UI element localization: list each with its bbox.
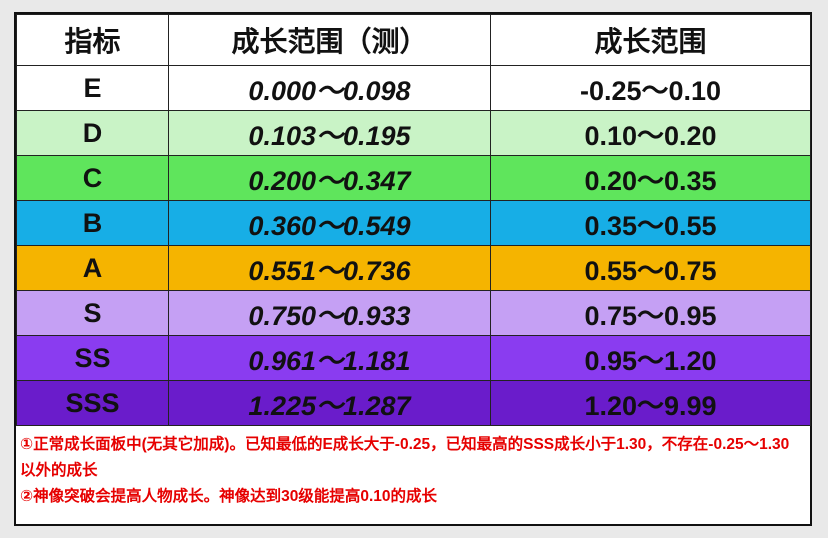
range-cell: 0.551～0.736 (168, 245, 491, 291)
range-cell: 0.95～1.20 (490, 335, 811, 381)
notes: ①正常成长面板中(无其它加成)。已知最低的E成长大于-0.25，已知最高的SSS… (16, 426, 810, 510)
note: ②神像突破会提高人物成长。神像达到30级能提高0.10的成长 (20, 488, 438, 505)
range-cell: 0.961～1.181 (168, 335, 491, 381)
range-cell: 0.35～0.55 (490, 200, 811, 246)
grade-row: E 0.000～0.098 -0.25～0.10 (16, 65, 811, 111)
range-cell: 0.360～0.549 (168, 200, 491, 246)
grade-cell: C (16, 155, 169, 201)
grade-cell: SSS (16, 380, 169, 426)
grade-row: D 0.103～0.195 0.10～0.20 (16, 110, 811, 156)
range-cell: 0.750～0.933 (168, 290, 491, 336)
grade-cell: S (16, 290, 169, 336)
grade-cell: B (16, 200, 169, 246)
grade-row: S 0.750～0.933 0.75～0.95 (16, 290, 811, 336)
header-row: 指标 成长范围（测） 成长范围 (16, 14, 811, 66)
range-cell: 0.103～0.195 (168, 110, 491, 156)
table-frame: 指标 成长范围（测） 成长范围 E 0.000～0.098 -0.25～0.10 D 0.1… (14, 12, 812, 526)
range-cell: 0.55～0.75 (490, 245, 811, 291)
range-cell: 0.10～0.20 (490, 110, 811, 156)
range-cell: 0.000～0.098 (168, 65, 491, 111)
range-cell: 0.75～0.95 (490, 290, 811, 336)
range-cell: 1.20～9.99 (490, 380, 811, 426)
grade-cell: A (16, 245, 169, 291)
grade-row: A 0.551～0.736 0.55～0.75 (16, 245, 811, 291)
grade-row: SSS 1.225～1.287 1.20～9.99 (16, 380, 811, 426)
range-cell: -0.25～0.10 (490, 65, 811, 111)
growth-table: 指标 成长范围（测） 成长范围 E 0.000～0.098 -0.25～0.10 D 0.1… (16, 14, 811, 426)
header-cell: 指标 (16, 14, 169, 66)
range-cell: 0.200～0.347 (168, 155, 491, 201)
header-cell: 成长范围 (490, 14, 811, 66)
range-cell: 0.20～0.35 (490, 155, 811, 201)
note: ①正常成长面板中(无其它加成)。已知最低的E成长大于-0.25，已知最高的SSS… (20, 436, 790, 479)
grade-row: SS 0.961～1.181 0.95～1.20 (16, 335, 811, 381)
range-cell: 1.225～1.287 (168, 380, 491, 426)
grade-row: B 0.360～0.549 0.35～0.55 (16, 200, 811, 246)
header-cell: 成长范围（测） (168, 14, 491, 66)
grade-cell: SS (16, 335, 169, 381)
grade-row: C 0.200～0.347 0.20～0.35 (16, 155, 811, 201)
grade-cell: D (16, 110, 169, 156)
table-body: E 0.000～0.098 -0.25～0.10 D 0.103～0.195 0.10～0… (16, 65, 811, 426)
grade-cell: E (16, 65, 169, 111)
